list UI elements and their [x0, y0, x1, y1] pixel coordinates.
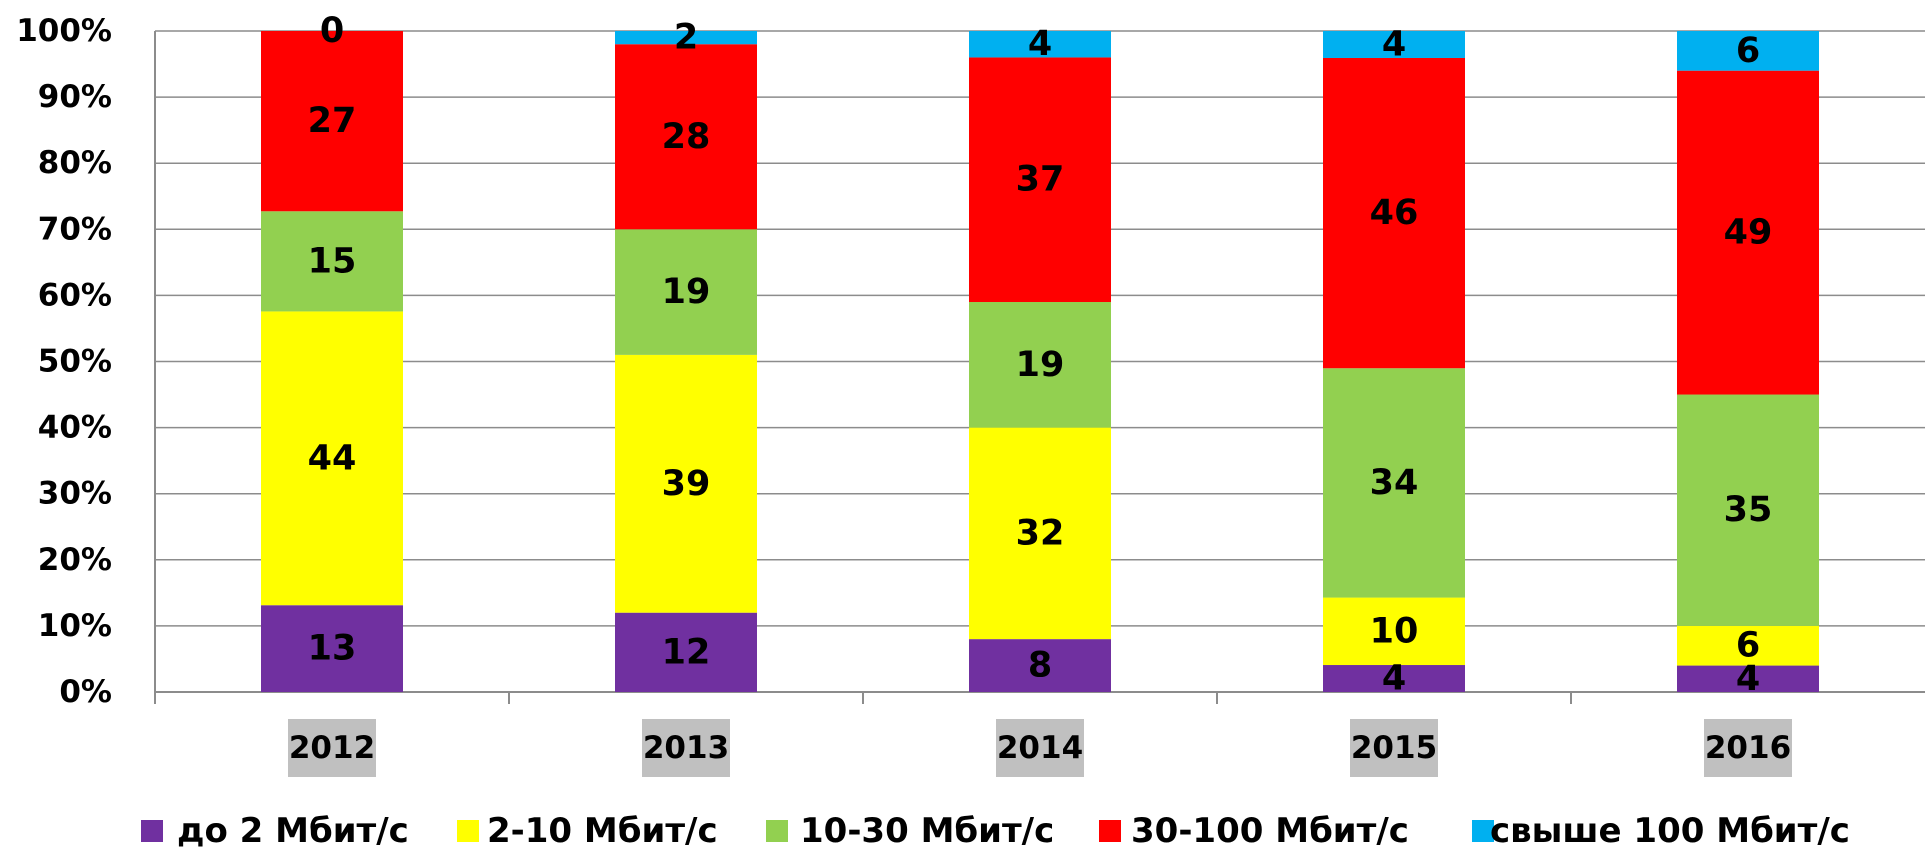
bar-segment [969, 427, 1111, 640]
y-tick-label: 70% [38, 211, 112, 247]
bar-segment [1677, 665, 1819, 692]
bar-segment [1323, 665, 1465, 692]
data-labels: 1344152701239192828321937441034464463549… [308, 11, 1773, 699]
x-tick-label-highlight [642, 719, 730, 777]
x-tick-label: 2016 [1705, 730, 1791, 766]
data-label: 4 [1382, 24, 1406, 64]
legend-swatch [1099, 820, 1121, 842]
y-tick-label: 20% [38, 542, 112, 578]
y-tick-label: 100% [16, 13, 112, 49]
bar-segment [615, 612, 757, 692]
x-tick-label-highlight [1704, 719, 1792, 777]
legend-swatch [141, 820, 163, 842]
data-label: 49 [1724, 213, 1773, 253]
bar-segment [615, 31, 757, 45]
x-tick-label: 2015 [1351, 730, 1437, 766]
x-tick-label: 2012 [289, 730, 375, 766]
bar-segment [615, 354, 757, 613]
bar-segment [969, 639, 1111, 692]
data-label: 6 [1736, 31, 1760, 71]
bar-segment [969, 57, 1111, 303]
y-tick-label: 60% [38, 277, 112, 313]
y-tick-label: 0% [59, 674, 112, 710]
bars [261, 31, 1819, 692]
data-label: 19 [662, 272, 711, 312]
legend-label: 2-10 Мбит/с [487, 811, 718, 849]
legend-label: свыше 100 Мбит/с [1490, 811, 1850, 849]
bar-segment [615, 229, 757, 355]
bar-segment [1677, 70, 1819, 395]
data-label: 2 [674, 18, 698, 58]
bar-segment [1677, 394, 1819, 626]
data-label: 4 [1028, 24, 1052, 64]
bar-segment [615, 44, 757, 230]
y-tick-label: 90% [38, 79, 112, 115]
data-label: 35 [1724, 490, 1773, 530]
y-tick-label: 40% [38, 410, 112, 446]
y-tick-label: 30% [38, 476, 112, 512]
data-label: 19 [1016, 345, 1065, 385]
x-tick-label-highlight [996, 719, 1084, 777]
data-label: 15 [308, 241, 357, 281]
data-label: 37 [1016, 160, 1065, 200]
bar-segment [1323, 597, 1465, 666]
data-label: 39 [662, 464, 711, 504]
legend: до 2 Мбит/с 2-10 Мбит/с 10-30 Мбит/с 30-100… [141, 811, 1850, 849]
data-label: 4 [1736, 659, 1760, 699]
data-label: 12 [662, 632, 711, 672]
x-tick-label-highlight [1350, 719, 1438, 777]
bar-segment [1323, 368, 1465, 598]
legend-label: 30-100 Мбит/с [1131, 811, 1409, 849]
axes: 0%10%20%30%40%50%60%70%80%90%100%2012 201… [16, 13, 1925, 777]
bar-segment [261, 605, 403, 692]
y-tick-label: 50% [38, 344, 112, 380]
x-tick-label: 2013 [643, 730, 729, 766]
bar-segment [261, 311, 403, 606]
data-label: 32 [1016, 513, 1065, 553]
x-tick-label: 2014 [997, 730, 1083, 766]
data-label: 8 [1028, 646, 1052, 686]
data-label: 4 [1382, 659, 1406, 699]
bar-segment [969, 31, 1111, 58]
bar-segment [1677, 625, 1819, 666]
y-tick-label: 80% [38, 145, 112, 181]
bar-segment [261, 31, 403, 212]
bar-segment [261, 211, 403, 312]
y-tick-label: 10% [38, 608, 112, 644]
data-label: 44 [308, 438, 357, 478]
data-label: 10 [1370, 611, 1419, 651]
legend-swatch [766, 820, 788, 842]
legend-label: до 2 Мбит/с [177, 811, 409, 849]
legend-swatch [457, 820, 479, 842]
data-label: 27 [308, 101, 357, 141]
bar-segment [969, 302, 1111, 428]
legend-swatch [1472, 820, 1494, 842]
bar-segment [1677, 31, 1819, 71]
data-label: 28 [662, 117, 711, 157]
bar-segment [1323, 31, 1465, 58]
data-label: 46 [1370, 193, 1419, 233]
data-label: 6 [1736, 626, 1760, 666]
legend-label: 10-30 Мбит/с [800, 811, 1054, 849]
bar-segment [1323, 57, 1465, 369]
data-label: 34 [1370, 463, 1419, 503]
data-label: 13 [308, 629, 357, 669]
x-tick-label-highlight [288, 719, 376, 777]
data-label: 0 [320, 11, 344, 51]
